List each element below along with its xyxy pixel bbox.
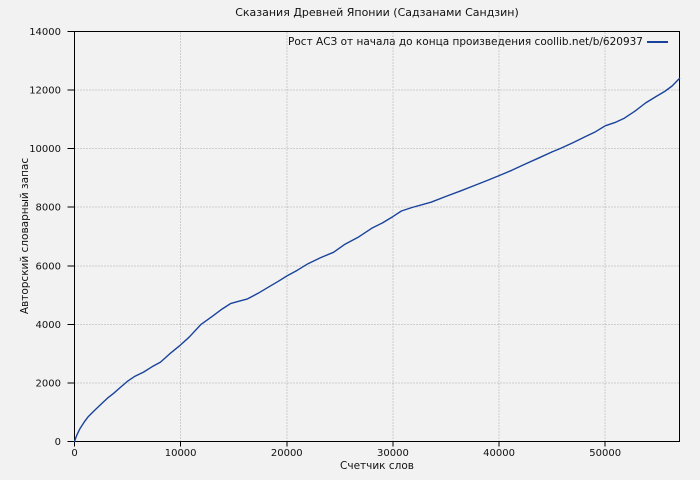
x-tick-label: 10000 [165,448,197,459]
y-tick-label: 12000 [29,86,61,97]
x-tick-label: 30000 [377,448,409,459]
x-tick-label: 0 [71,448,77,459]
x-tick-label: 50000 [589,448,621,459]
plot-border [74,31,680,442]
y-tick-label: 4000 [36,320,61,331]
y-tick-label: 14000 [29,27,61,38]
y-tick-label: 0 [55,437,61,448]
data-series-line [73,77,681,443]
x-tick-label: 40000 [483,448,515,459]
legend-series-label: Рост АСЗ от начала до конца произведения… [288,36,643,48]
y-tick-label: 8000 [36,203,61,214]
x-tick-label: 20000 [271,448,303,459]
chart-title: Сказания Древней Японии (Садзанами Сандз… [235,6,519,19]
y-tick-label: 10000 [29,144,61,155]
x-axis-label: Счетчик слов [340,460,414,472]
y-tick-label: 6000 [36,261,61,272]
y-tick-label: 2000 [36,378,61,389]
legend-line-sample [647,41,668,43]
